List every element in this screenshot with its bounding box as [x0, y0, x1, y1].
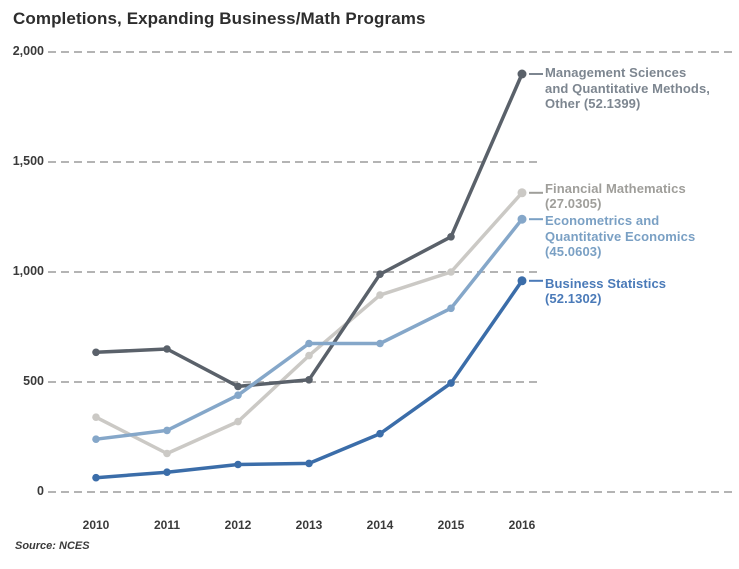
data-point [517, 188, 527, 198]
data-point [234, 460, 242, 469]
data-point [163, 345, 171, 353]
legend-label-line: (27.0305) [545, 196, 602, 212]
data-point [163, 449, 171, 458]
y-tick-label: 500 [23, 374, 44, 388]
legend-label-line: Other (52.1399) [545, 96, 641, 111]
data-point [376, 291, 384, 299]
legend-label-line: and Quantitative Methods, [545, 80, 711, 96]
legend-item: Business Statistics (52.1302) [545, 276, 737, 307]
legend-label-line: Econometrics and [545, 213, 660, 229]
data-point [517, 214, 527, 224]
data-point [517, 276, 527, 286]
data-point [234, 417, 242, 426]
legend-label-line: Financial Mathematics [545, 180, 686, 196]
legend-label-line: (45.0603) [545, 244, 602, 260]
data-point [447, 268, 455, 276]
data-point [305, 339, 313, 348]
y-tick-label: 1,500 [12, 154, 44, 168]
legend-label-line: (52.1302) [545, 291, 602, 307]
data-point [92, 435, 100, 444]
y-tick-label: 2,000 [12, 44, 44, 58]
x-tick-label: 2016 [508, 518, 536, 532]
data-point [92, 348, 100, 357]
legend-item: Econometrics and Quantitative Economics (4… [545, 213, 737, 260]
data-point [234, 391, 242, 400]
data-point [92, 413, 100, 422]
x-tick-label: 2012 [224, 518, 252, 532]
data-point [376, 270, 384, 279]
chart-title: Completions, Expanding Business/Math Pro… [13, 9, 426, 28]
legend-label-line: Business Statistics [545, 275, 667, 291]
data-point [447, 304, 455, 313]
source-note: Source: NCES [15, 540, 90, 552]
x-tick-label: 2015 [437, 518, 465, 532]
data-point [376, 429, 384, 438]
data-point [234, 382, 242, 391]
legend-item: Management Sciences and Quantitative Meth… [545, 65, 737, 112]
legend-label-line: Management Sciences [545, 65, 687, 80]
x-tick-label: 2011 [153, 518, 181, 532]
y-tick-label: 1,000 [12, 264, 44, 278]
data-point [305, 376, 313, 384]
data-point [376, 339, 384, 348]
data-point [92, 473, 100, 482]
x-tick-label: 2014 [366, 518, 394, 532]
x-tick-label: 2013 [295, 518, 323, 532]
legend-label-line: Quantitative Economics [545, 228, 696, 244]
series-line [94, 217, 524, 441]
series-line [94, 72, 524, 389]
legend-item: Financial Mathematics (27.0305) [545, 181, 737, 212]
data-point [517, 69, 527, 79]
x-tick-label: 2010 [82, 518, 110, 532]
y-tick-label: 0 [37, 484, 44, 498]
data-point [305, 351, 313, 360]
data-point [163, 426, 171, 435]
data-point [305, 459, 313, 468]
data-point [163, 468, 171, 477]
data-point [447, 233, 455, 241]
series-line [94, 191, 524, 456]
data-point [447, 379, 455, 387]
